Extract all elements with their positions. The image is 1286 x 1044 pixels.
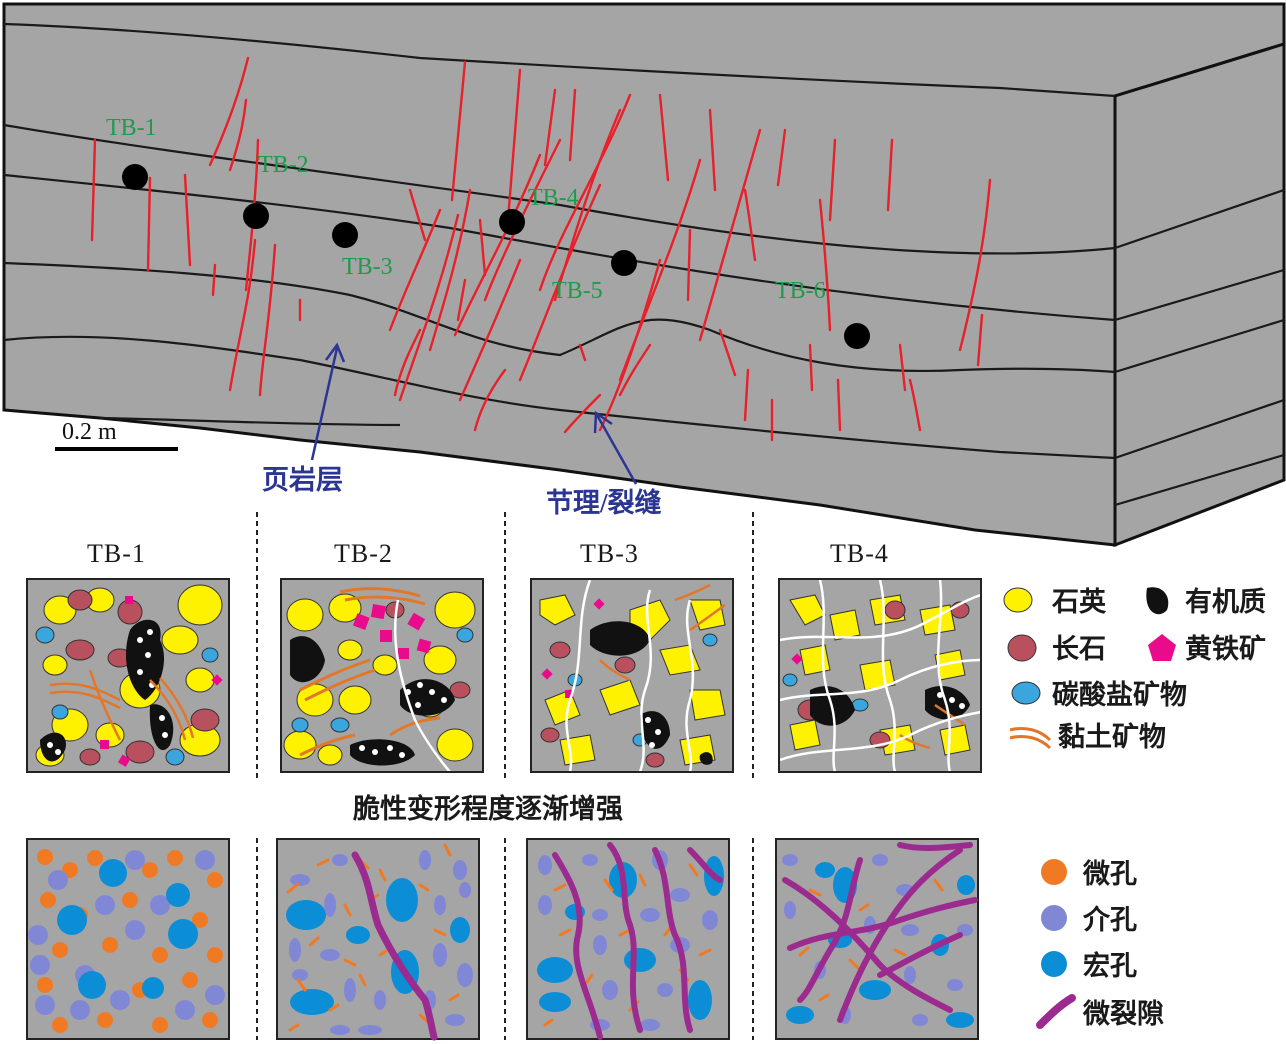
sample-point-tb4: [499, 209, 525, 235]
mineral-legend: 石英 有机质 长石 黄铁矿 碳酸盐矿物 黏土矿物: [1003, 587, 1266, 752]
arrow-joint: [593, 410, 638, 485]
pore-panel-4: [775, 838, 979, 1040]
carbonate-swatch: [1011, 681, 1041, 705]
pore-legend: 微孔 介孔 宏孔 微裂隙: [1036, 859, 1164, 1029]
rock-block: TB-1 TB-2 TB-3 TB-4 TB-5 TB-6 0.2 m 页岩层 …: [2, 2, 1286, 548]
label-tb1: TB-1: [106, 115, 157, 141]
panel-separators: [256, 512, 754, 1040]
sample-point-tb1: [122, 164, 148, 190]
pyrite-swatch: [1148, 634, 1176, 661]
sample-point-tb2: [243, 203, 269, 229]
label-tb5: TB-5: [552, 278, 603, 304]
legend-microfracture: 微裂隙: [1082, 999, 1164, 1029]
legend-micropore: 微孔: [1082, 859, 1137, 889]
legend-pyrite: 黄铁矿: [1185, 633, 1266, 664]
microfracture-swatch: [1036, 994, 1076, 1029]
arrow-shale-layer: [310, 342, 346, 461]
label-joint: 节理/裂缝: [546, 487, 662, 518]
organic-swatch: [1146, 587, 1169, 615]
pore-panel-1: [26, 838, 230, 1040]
label-tb3: TB-3: [342, 254, 393, 280]
shale-layers: [3, 22, 1285, 507]
joints-fractures: [90, 56, 992, 442]
panel-title-tb4: TB-4: [830, 539, 889, 568]
label-shale-layer: 页岩层: [262, 465, 343, 495]
macropore-swatch: [1041, 951, 1067, 977]
panel-title-tb1: TB-1: [87, 539, 146, 568]
legend-carbonate: 碳酸盐矿物: [1052, 679, 1187, 710]
brittle-deformation-label: 脆性变形程度逐渐增强: [352, 793, 623, 824]
panel-title-tb2: TB-2: [334, 539, 393, 568]
panel-title-tb3: TB-3: [580, 539, 639, 568]
scale-bar: 0.2 m: [55, 419, 178, 451]
mineral-panel-tb1: [26, 578, 230, 773]
sample-point-tb6: [844, 323, 870, 349]
sample-points: [122, 164, 870, 349]
pore-panel-2: [276, 838, 480, 1041]
clay-swatch: [1009, 726, 1052, 750]
mesopore-swatch: [1041, 905, 1067, 931]
legend-macropore: 宏孔: [1083, 950, 1137, 981]
legend-feldspar: 长石: [1052, 634, 1106, 664]
feldspar-swatch: [1007, 634, 1037, 662]
mineral-panel-tb3: [530, 578, 734, 773]
legend-quartz: 石英: [1051, 587, 1107, 617]
scale-label: 0.2 m: [62, 419, 117, 445]
legend-clay: 黏土矿物: [1058, 721, 1166, 752]
label-tb2: TB-2: [258, 152, 309, 178]
legend-organic: 有机质: [1185, 587, 1266, 617]
quartz-swatch: [1003, 587, 1033, 613]
label-tb6: TB-6: [775, 278, 826, 304]
sample-point-tb5: [611, 250, 637, 276]
mineral-panel-tb2: [280, 578, 484, 773]
sample-point-tb3: [332, 222, 358, 248]
legend-mesopore: 介孔: [1082, 905, 1137, 935]
micropore-swatch: [1041, 859, 1067, 885]
label-tb4: TB-4: [528, 185, 579, 211]
mineral-panel-tb4: [778, 578, 982, 773]
pore-panel-3: [526, 838, 730, 1040]
